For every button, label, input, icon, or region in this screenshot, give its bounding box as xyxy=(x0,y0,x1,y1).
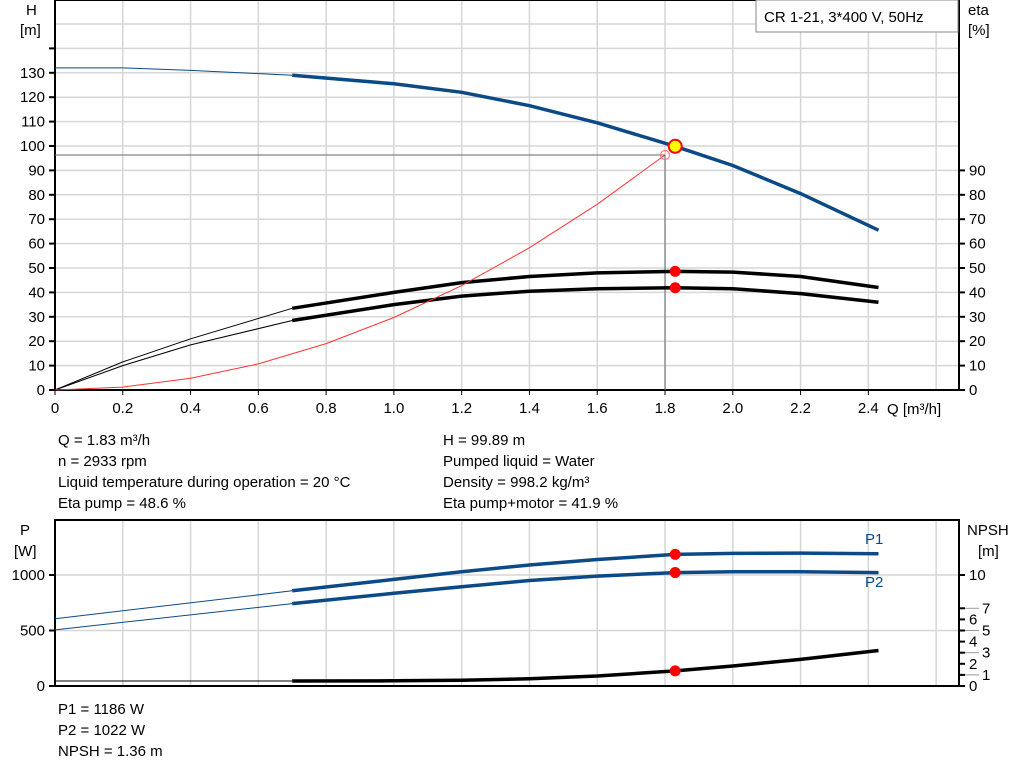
curve-H-thin xyxy=(55,67,293,76)
curve-eta_pump_motor-thin xyxy=(54,320,293,391)
h-axis-unit: [m] xyxy=(20,22,41,39)
chart-title: CR 1-21, 3*400 V, 50Hz xyxy=(764,9,924,26)
h-tick-label: 80 xyxy=(28,187,45,204)
curve-P1-thin xyxy=(54,590,293,620)
bottom-plot-frame xyxy=(54,519,960,687)
x-tick-label: 1.0 xyxy=(383,400,404,417)
operating-point-npsh xyxy=(669,665,681,677)
npsh-tick-label: 6 xyxy=(969,611,977,628)
curve-eta_pump xyxy=(291,269,879,311)
npsh-tick-label: 1 xyxy=(982,667,990,684)
x-tick-label: 0.8 xyxy=(316,400,337,417)
curve-H xyxy=(292,73,880,232)
operating-point-p2 xyxy=(669,567,681,579)
info-eta-pump: Eta pump = 48.6 % xyxy=(58,495,186,512)
npsh-tick-label: 2 xyxy=(969,656,977,673)
eta-tick-label: 0 xyxy=(969,382,977,399)
npsh-tick-label: 3 xyxy=(982,645,990,662)
system-point xyxy=(660,150,671,161)
operating-point-h xyxy=(667,138,683,154)
p1-label: P1 xyxy=(865,531,883,548)
npsh-axis-label: NPSH xyxy=(967,522,1009,539)
curve-eta_pump_motor xyxy=(291,286,879,323)
x-tick-label: 1.6 xyxy=(587,400,608,417)
x-tick-label: 1.4 xyxy=(519,400,540,417)
x-tick-label: 2.4 xyxy=(858,400,879,417)
eta-tick-label: 10 xyxy=(969,358,986,375)
eta-tick-label: 50 xyxy=(969,260,986,277)
curve-eta_pump-thin xyxy=(54,307,293,391)
h-tick-label: 40 xyxy=(28,284,45,301)
eta-axis-label: eta xyxy=(968,2,990,19)
npsh-tick-label: 10 xyxy=(969,567,986,584)
info-q: Q = 1.83 m³/h xyxy=(58,432,151,449)
p-axis-label: P xyxy=(20,522,30,539)
curve-system_curve-thin xyxy=(54,154,666,391)
curve-P1 xyxy=(292,551,879,593)
h-tick-label: 0 xyxy=(37,382,45,399)
p-axis-unit: [W] xyxy=(14,543,37,560)
h-tick-label: 100 xyxy=(20,138,45,155)
h-tick-label: 30 xyxy=(28,309,45,326)
curve-NPSH xyxy=(292,648,879,683)
info-density: Density = 998.2 kg/m³ xyxy=(443,474,590,491)
operating-point-eta-pump xyxy=(669,265,681,277)
top-grid xyxy=(54,0,960,391)
x-tick-label: 0 xyxy=(51,400,59,417)
h-tick-label: 110 xyxy=(21,114,45,131)
info-p2: P2 = 1022 W xyxy=(58,722,146,739)
npsh-tick-label: 0 xyxy=(969,678,977,695)
x-tick-label: 0.2 xyxy=(112,400,133,417)
x-tick-label: 1.8 xyxy=(655,400,676,417)
eta-tick-label: 70 xyxy=(969,211,986,228)
info-npsh: NPSH = 1.36 m xyxy=(58,743,163,760)
eta-tick-label: 30 xyxy=(969,309,986,326)
info-liquid: Pumped liquid = Water xyxy=(443,453,595,470)
tick-labels: 0 0.2 0.4 0.6 0.8 1.0 1.2 1.4 1.6 1.8 2.0 2.2 2.4010… xyxy=(12,47,990,695)
h-tick-label: 50 xyxy=(28,260,45,277)
curve-P2-thin xyxy=(54,603,293,631)
h-axis-label: H xyxy=(26,2,37,19)
h-tick-label: 130 xyxy=(20,65,45,82)
eta-tick-label: 80 xyxy=(969,187,986,204)
h-tick-label: 120 xyxy=(20,89,45,106)
h-tick-label: 70 xyxy=(28,211,45,228)
q-axis-label: Q [m³/h] xyxy=(887,401,941,418)
p-tick-label: 1000 xyxy=(12,567,45,584)
h-tick-label: 90 xyxy=(28,162,45,179)
curve-P2 xyxy=(292,569,879,606)
operating-point-p1 xyxy=(669,548,681,560)
eta-tick-label: 60 xyxy=(969,236,986,253)
x-tick-label: 0.6 xyxy=(248,400,269,417)
info-eta-pump-motor: Eta pump+motor = 41.9 % xyxy=(443,495,619,512)
p-tick-label: 0 xyxy=(37,678,45,695)
info-h: H = 99.89 m xyxy=(443,432,526,449)
npsh-tick-label: 7 xyxy=(982,600,990,617)
eta-tick-label: 40 xyxy=(969,284,986,301)
x-tick-label: 0.4 xyxy=(180,400,201,417)
eta-tick-label: 90 xyxy=(969,162,986,179)
x-tick-label: 1.2 xyxy=(451,400,472,417)
operating-point-eta-pump-motor xyxy=(669,282,681,294)
info-temp: Liquid temperature during operation = 20… xyxy=(58,474,351,491)
npsh-tick-label: 4 xyxy=(969,634,977,651)
h-tick-label: 60 xyxy=(28,236,45,253)
p-tick-label: 500 xyxy=(20,623,45,640)
chart-marks xyxy=(54,67,880,683)
h-tick-label: 10 xyxy=(28,358,45,375)
info-n: n = 2933 rpm xyxy=(58,453,147,470)
info-p1: P1 = 1186 W xyxy=(58,701,145,718)
title-box: CR 1-21, 3*400 V, 50Hz xyxy=(755,0,959,33)
h-tick-label: 20 xyxy=(28,333,45,350)
npsh-tick-label: 5 xyxy=(982,623,990,640)
x-tick-label: 2.2 xyxy=(790,400,811,417)
npsh-axis-unit: [m] xyxy=(978,543,999,560)
x-tick-label: 2.0 xyxy=(722,400,743,417)
p2-label: P2 xyxy=(865,574,883,591)
eta-axis-unit: [%] xyxy=(968,22,990,39)
eta-tick-label: 20 xyxy=(969,333,986,350)
